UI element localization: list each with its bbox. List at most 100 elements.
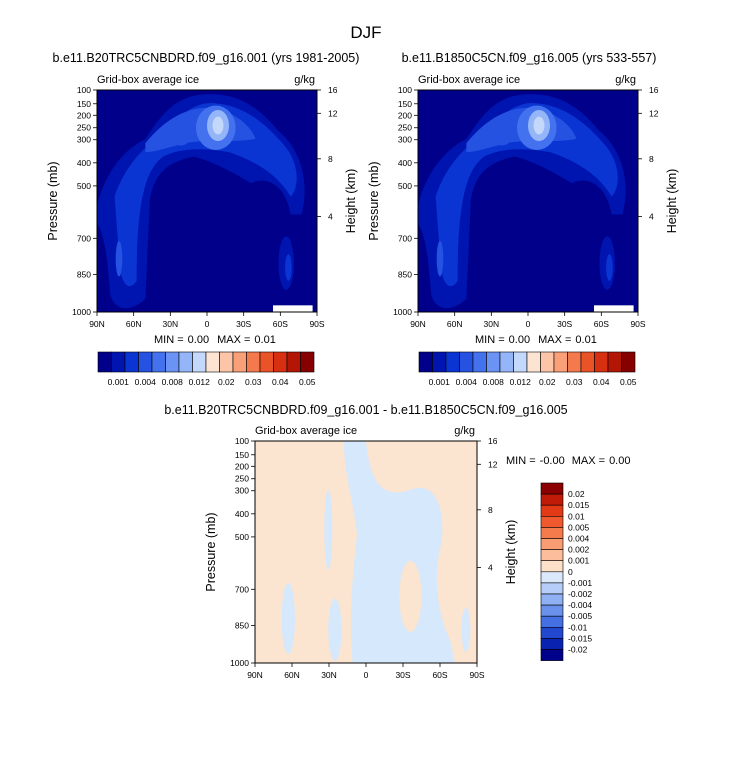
- x-tick-label: 90N: [89, 319, 105, 329]
- right-tick-label: 8: [328, 154, 333, 164]
- colorbar-swatch: [124, 351, 139, 373]
- colorbar-swatch: [540, 626, 564, 639]
- min-value: -0.00: [540, 455, 565, 467]
- negative-region: [324, 489, 333, 570]
- colorbar-label: 0.001: [568, 556, 590, 566]
- right-tick-label: 12: [649, 108, 659, 118]
- negative-region: [328, 598, 342, 661]
- contour-level-3: [490, 123, 513, 146]
- x-tick-label: 30N: [321, 670, 337, 680]
- colorbar-label: -0.01: [568, 622, 588, 632]
- colorbar-swatch: [97, 351, 112, 373]
- min-max-summary: MIN = -0.00 MAX = 0.00: [506, 455, 630, 467]
- y-tick-label: 500: [235, 532, 249, 542]
- y-tick-label: 300: [398, 135, 412, 145]
- contour-level-3: [169, 123, 192, 146]
- colorbar-swatch: [607, 351, 622, 373]
- min-max-summary: MIN = 0.00 MAX = 0.01: [475, 334, 597, 346]
- ice-contours: [418, 90, 638, 312]
- y-tick-label: 150: [398, 99, 412, 109]
- y-tick-label: 700: [235, 584, 249, 594]
- colorbar-label: -0.005: [568, 611, 592, 621]
- colorbar-swatch: [567, 351, 582, 373]
- colorbar-swatch: [138, 351, 153, 373]
- colorbar-label: -0.015: [568, 633, 592, 643]
- colorbar-swatch: [286, 351, 301, 373]
- contour-level-3: [436, 240, 444, 277]
- y-tick-label: 200: [235, 461, 249, 471]
- colorbar-label: 0.05: [620, 377, 637, 387]
- colorbar-label: -0.004: [568, 600, 592, 610]
- y-axis-label: Pressure (mb): [367, 161, 381, 240]
- colorbar-label: 0.04: [593, 377, 610, 387]
- x-tick-label: 0: [364, 670, 369, 680]
- x-tick-label: 60S: [432, 670, 447, 680]
- y-tick-label: 150: [77, 99, 91, 109]
- colorbar-swatch: [540, 560, 564, 573]
- colorbar-swatch: [259, 351, 274, 373]
- colorbar-label: 0.02: [568, 489, 585, 499]
- y-tick-label: 250: [398, 123, 412, 133]
- colorbar-label: 0.03: [566, 377, 583, 387]
- missing-data-region: [594, 305, 634, 312]
- subtitle-right: g/kg: [454, 425, 475, 437]
- y-tick-label: 100: [235, 436, 249, 446]
- colorbar-label: 0.001: [108, 377, 130, 387]
- colorbar-label: 0.012: [189, 377, 211, 387]
- colorbar-swatch: [486, 351, 501, 373]
- colorbar-swatch: [540, 549, 564, 561]
- x-tick-label: 30S: [557, 319, 572, 329]
- x-tick-label: 30N: [484, 319, 500, 329]
- subtitle-right: g/kg: [615, 74, 636, 86]
- right-tick-label: 8: [649, 154, 654, 164]
- negative-region: [461, 607, 471, 652]
- x-tick-label: 0: [526, 319, 531, 329]
- colorbar-label: 0.01: [568, 511, 585, 521]
- min-label: MIN =: [154, 334, 184, 346]
- colorbar-swatch: [540, 351, 555, 373]
- x-tick-label: 90S: [309, 319, 324, 329]
- max-label: MAX =: [217, 334, 250, 346]
- colorbar-swatch: [513, 351, 528, 373]
- y-tick-label: 1000: [393, 307, 412, 317]
- colorbar-swatch: [540, 604, 564, 617]
- colorbar-swatch: [499, 351, 514, 373]
- colorbar-swatch: [432, 351, 447, 373]
- colorbar-swatch: [580, 351, 595, 373]
- ice-contours: [97, 90, 317, 312]
- colorbar-label: 0.008: [483, 377, 505, 387]
- negative-region: [343, 441, 455, 663]
- colorbar-label: 0.02: [218, 377, 235, 387]
- max-label: MAX =: [538, 334, 571, 346]
- colorbar-label: -0.02: [568, 645, 588, 655]
- colorbar-swatch: [594, 351, 609, 373]
- panel-title: b.e11.B1850C5CN.f09_g16.005 (yrs 533-557…: [402, 51, 657, 65]
- y-tick-label: 700: [77, 233, 91, 243]
- contour-level-2: [606, 254, 613, 281]
- colorbar-swatch: [178, 351, 193, 373]
- colorbar-label: 0.001: [429, 377, 451, 387]
- y-tick-label: 1000: [72, 307, 91, 317]
- right-tick-label: 8: [488, 505, 493, 515]
- y-tick-label: 300: [77, 135, 91, 145]
- x-tick-label: 60S: [273, 319, 288, 329]
- colorbar-swatch: [621, 351, 636, 373]
- x-tick-label: 90N: [410, 319, 426, 329]
- y-tick-label: 200: [398, 110, 412, 120]
- figure-title: DJF: [350, 23, 381, 42]
- min-max-summary: MIN = 0.00 MAX = 0.01: [154, 334, 276, 346]
- colorbar-swatch: [273, 351, 288, 373]
- colorbar-label: 0.03: [245, 377, 262, 387]
- colorbar-swatch: [472, 351, 487, 373]
- y-tick-label: 500: [398, 181, 412, 191]
- colorbar-swatch: [205, 351, 220, 373]
- colorbar-swatch: [540, 493, 564, 506]
- colorbar-label: 0.015: [568, 500, 590, 510]
- colorbar-label: -0.001: [568, 578, 592, 588]
- y-axis-label-right: Height (km): [504, 520, 518, 585]
- colorbar-swatch: [540, 638, 564, 650]
- y-tick-label: 150: [235, 450, 249, 460]
- y-axis-label-right: Height (km): [665, 169, 679, 234]
- subtitle-left: Grid-box average ice: [97, 74, 199, 86]
- colorbar-label: 0.02: [539, 377, 556, 387]
